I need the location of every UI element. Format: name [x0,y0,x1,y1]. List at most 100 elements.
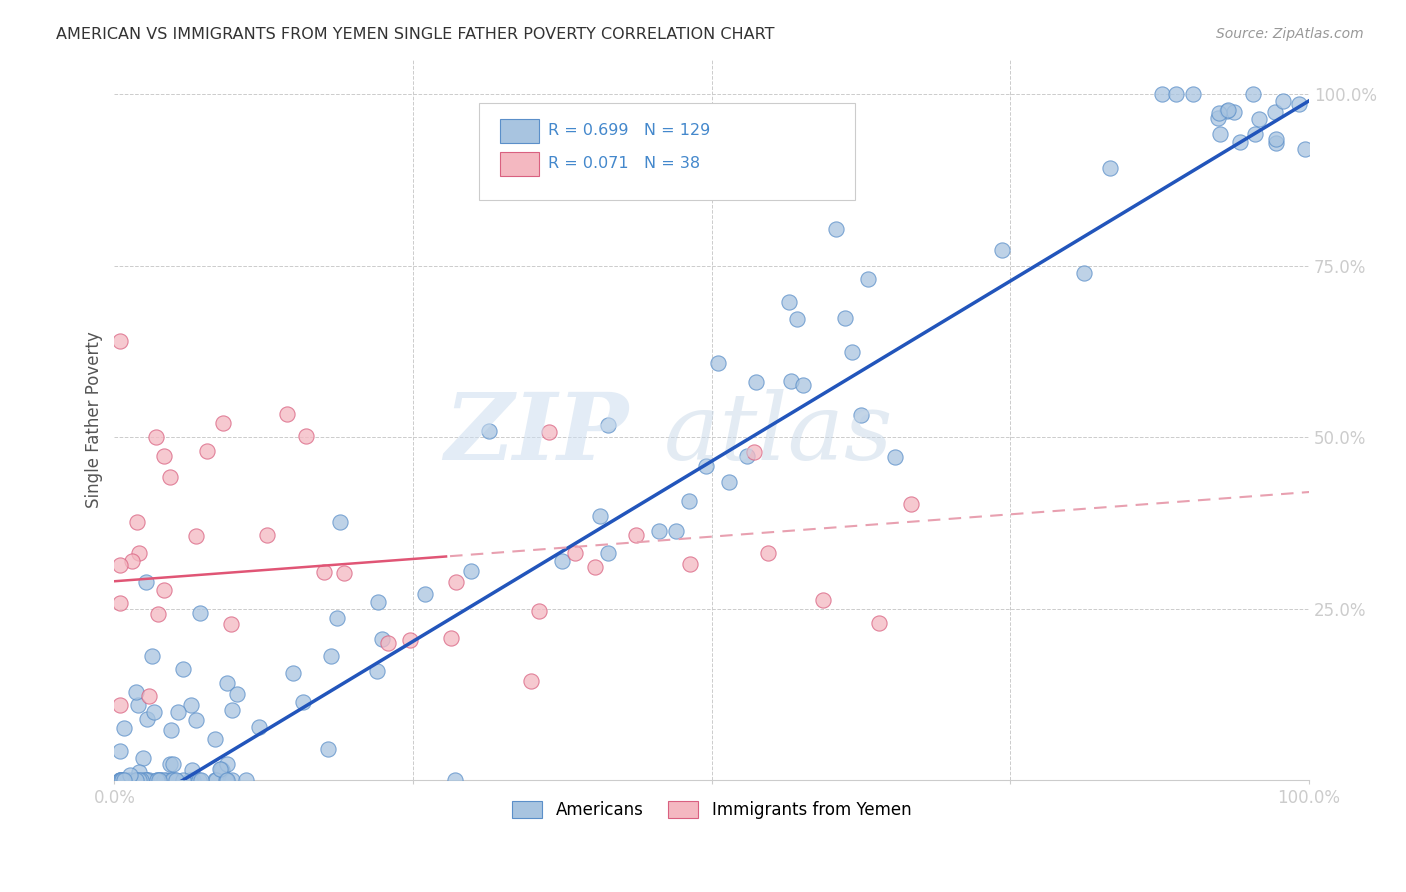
Point [114,773,136,788]
Point [312,566,335,580]
Point [460,565,482,579]
Point [112,721,135,735]
Point [1229,135,1251,149]
Point [443,773,465,788]
Point [1288,97,1310,112]
Point [371,632,394,647]
Point [520,673,543,688]
Point [162,756,184,771]
Point [856,272,879,286]
Point [110,773,132,788]
Point [1216,103,1239,117]
Point [665,524,688,538]
Point [163,773,186,788]
Point [1208,106,1230,120]
Point [110,773,132,788]
Point [398,633,420,648]
Point [217,675,239,690]
Point [136,713,159,727]
Point [110,773,132,788]
Point [596,418,619,433]
Point [329,515,352,529]
Point [148,773,170,788]
Point [215,773,238,788]
Point [172,663,194,677]
Point [190,773,212,788]
Point [756,546,779,560]
Point [366,664,388,678]
Text: AMERICAN VS IMMIGRANTS FROM YEMEN SINGLE FATHER POVERTY CORRELATION CHART: AMERICAN VS IMMIGRANTS FROM YEMEN SINGLE… [56,27,775,42]
Point [742,444,765,458]
Point [110,558,132,572]
Point [291,695,314,709]
Point [883,450,905,464]
Point [204,773,226,788]
Text: R = 0.071   N = 38: R = 0.071 N = 38 [548,156,700,171]
Point [538,425,561,439]
Point [413,587,436,601]
Point [589,508,612,523]
Point [159,757,181,772]
Point [527,604,550,618]
Point [188,606,211,620]
Point [256,528,278,542]
Point [841,345,863,359]
Point [128,773,150,788]
Point [648,524,671,538]
Point [991,243,1014,257]
Point [129,773,152,788]
Point [786,312,808,326]
Point [211,764,233,778]
Point [1150,87,1173,101]
Point [1264,136,1286,150]
Point [146,773,169,788]
Point [444,575,467,590]
Text: R = 0.699   N = 129: R = 0.699 N = 129 [548,123,710,137]
Point [162,773,184,788]
Point [110,744,132,758]
Point [624,528,647,542]
Point [125,685,148,699]
Point [1222,105,1244,120]
Point [583,559,606,574]
Text: Source: ZipAtlas.com: Source: ZipAtlas.com [1216,27,1364,41]
Point [1249,112,1271,127]
Point [1241,87,1264,101]
Point [247,720,270,734]
Point [679,557,702,571]
Point [596,545,619,559]
Y-axis label: Single Father Poverty: Single Father Poverty [86,332,103,508]
Point [120,768,142,782]
Point [136,773,159,788]
Point [221,773,243,788]
Point [825,221,848,235]
Point [138,689,160,703]
Point [132,751,155,765]
Point [150,773,173,788]
Point [127,698,149,712]
Point [153,450,176,464]
Point [1073,266,1095,280]
Point [110,596,132,610]
Point [195,443,218,458]
Point [135,575,157,590]
FancyBboxPatch shape [501,119,538,144]
Point [180,698,202,713]
Point [134,773,156,788]
Point [281,666,304,681]
Point [165,773,187,788]
Point [1099,161,1122,175]
Point [209,763,232,777]
Point [1294,142,1316,156]
Point [478,424,501,438]
Point [159,723,181,738]
Point [367,595,389,609]
Point [695,459,717,474]
Point [1264,104,1286,119]
Point [145,430,167,444]
Point [181,763,204,777]
Point [135,773,157,788]
Point [110,773,132,788]
Point [135,773,157,788]
Point [849,408,872,422]
